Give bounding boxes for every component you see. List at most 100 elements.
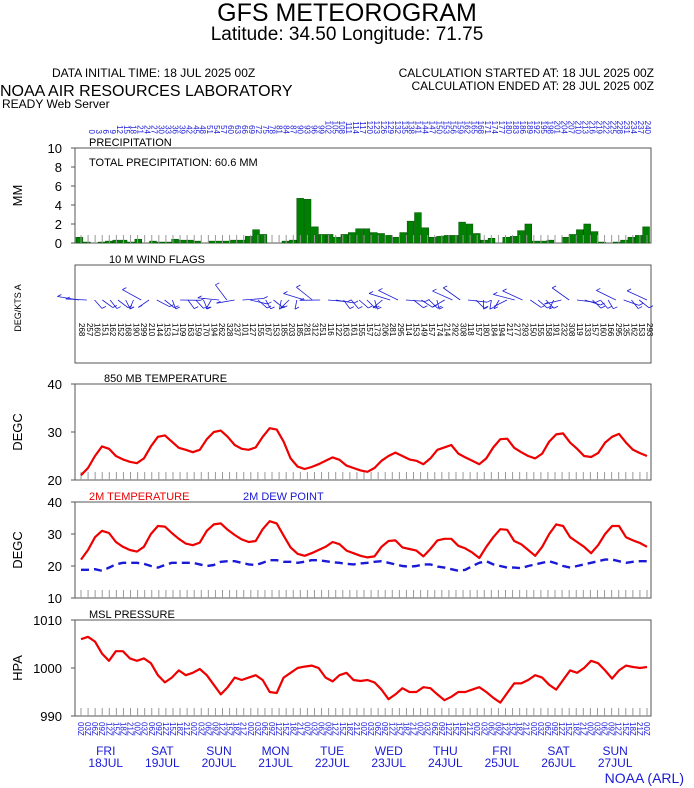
wind-direction-label: 308: [458, 323, 467, 337]
time-axis-hour-label: 06Z: [600, 722, 609, 736]
precip-bar: [156, 241, 165, 244]
wind-flag-barb: [270, 306, 275, 310]
date-label: 18JUL: [88, 756, 123, 770]
wind-flag: [443, 287, 461, 301]
wind-flag: [283, 293, 305, 301]
wind-direction-label: 114: [404, 323, 413, 336]
wind-direction-label: 217: [505, 323, 514, 337]
time-axis-hour-label: 21Z: [409, 722, 418, 736]
precip-total-annotation: TOTAL PRECIPITATION: 60.6 MM: [89, 157, 258, 169]
wind-direction-label: 153: [163, 323, 172, 337]
time-axis-hour-label: 00Z: [416, 722, 425, 736]
wind-flag-barb: [294, 306, 300, 310]
wind-direction-label: 133: [583, 323, 592, 337]
wind-flag-barb: [549, 306, 554, 310]
precipitation-ytick: 8: [55, 160, 62, 175]
date-label: 23JUL: [371, 756, 406, 770]
wind-flag-barb: [216, 300, 221, 304]
wind-flag-barb: [551, 285, 557, 289]
time-axis-hour-label: 15Z: [168, 722, 177, 736]
wind-direction-label: 268: [77, 323, 86, 337]
time-axis-hour-label: 00Z: [302, 722, 311, 736]
time-axis-hour-label: 15Z: [508, 722, 517, 736]
time-axis-hour-label: 03Z: [366, 722, 375, 736]
forecast-hour-label: 60: [226, 125, 235, 134]
wind-flag: [109, 299, 118, 309]
precip-bar: [620, 239, 628, 244]
forecast-hour-label: 87: [289, 125, 298, 134]
precip-bar: [230, 239, 238, 244]
wind-flag: [296, 286, 313, 301]
wind-direction-label: 185: [279, 323, 288, 337]
wind-flag-barb: [637, 306, 643, 309]
wind-direction-label: 191: [552, 323, 561, 337]
time-axis-hour-label: 06Z: [203, 722, 212, 736]
wind-direction-label: 299: [139, 323, 148, 337]
wind-direction-label: 157: [591, 323, 600, 337]
pressure-ytick: 1000: [33, 661, 62, 676]
precip-bar: [576, 229, 584, 244]
wind-flag: [102, 299, 114, 308]
precip-bar: [237, 239, 246, 244]
precip-bar: [178, 239, 187, 244]
time-axis-hour-label: 18Z: [515, 722, 524, 736]
precipitation-ytick: 0: [55, 236, 62, 251]
precip-bar: [421, 227, 429, 244]
precip-bar: [406, 220, 415, 244]
wind-flag: [584, 299, 601, 306]
wind-flag-barb: [266, 305, 272, 309]
date-label: 25JUL: [485, 756, 520, 770]
wind-flag: [623, 299, 640, 306]
init-time-label: DATA INITIAL TIME: 18 JUL 2025 00Z: [52, 66, 256, 80]
precip-bar: [355, 228, 363, 244]
forecast-hour-label: 90: [296, 125, 305, 134]
wind-flag: [493, 299, 500, 310]
day-name-label: SUN: [602, 744, 627, 758]
forecast-hour-label: 123: [372, 121, 381, 135]
wind-flag-barb: [215, 282, 220, 286]
precip-bar: [627, 237, 636, 244]
wind-direction-label: 116: [326, 323, 335, 336]
forecast-hour-label: 21: [136, 125, 145, 134]
wind-flag: [530, 299, 542, 308]
wind-flag: [378, 290, 399, 301]
forecast-hour-label: 114: [351, 121, 360, 134]
precip-bar: [377, 233, 385, 244]
date-label: 27JUL: [598, 756, 633, 770]
wind-direction-label: 168: [124, 323, 133, 337]
day-name-label: SAT: [547, 744, 570, 758]
precip-bar: [428, 237, 437, 244]
wind-flag: [351, 299, 359, 309]
forecast-hour-label: 99: [316, 125, 325, 134]
time-axis-hour-label: 00Z: [76, 722, 85, 736]
time-axis-hour-label: 09Z: [210, 722, 219, 736]
forecast-hour-label: 174: [490, 121, 499, 135]
wind-flag-barb: [368, 305, 373, 309]
page-title: GFS METEOROGRAM: [217, 0, 477, 27]
forecast-hour-label: 153: [441, 121, 450, 135]
wind-direction-label: 151: [100, 323, 109, 337]
forecast-hour-label: 36: [170, 125, 179, 134]
wind-direction-label: 163: [342, 323, 351, 337]
wind-direction-label: 155: [256, 323, 265, 337]
time-axis-hour-label: 12Z: [387, 722, 396, 736]
wind-direction-label: 293: [521, 323, 530, 337]
time-axis-hour-label: 21Z: [465, 722, 474, 736]
time-axis-hour-label: 00Z: [359, 722, 368, 736]
precip-bar: [546, 239, 555, 244]
wind-direction-label: 180: [482, 323, 491, 337]
time-axis-hour-label: 06Z: [317, 722, 326, 736]
forecast-hour-label: 33: [163, 125, 172, 134]
time-axis-hour-label: 12Z: [444, 722, 453, 736]
page-subtitle: Latitude: 34.50 Longitude: 71.75: [210, 24, 484, 45]
wind-flag: [551, 287, 570, 301]
precipitation-ytick: 4: [55, 198, 62, 213]
wind-flag-barb: [138, 305, 143, 308]
wind-direction-label: 308: [567, 323, 576, 337]
wind-flag: [294, 299, 298, 310]
wind-flag-barb: [607, 306, 612, 309]
day-name-label: WED: [375, 744, 403, 758]
forecast-hour-label: 15: [122, 125, 131, 134]
wind-direction-label: 194: [497, 323, 506, 337]
precip-bar: [83, 241, 91, 244]
